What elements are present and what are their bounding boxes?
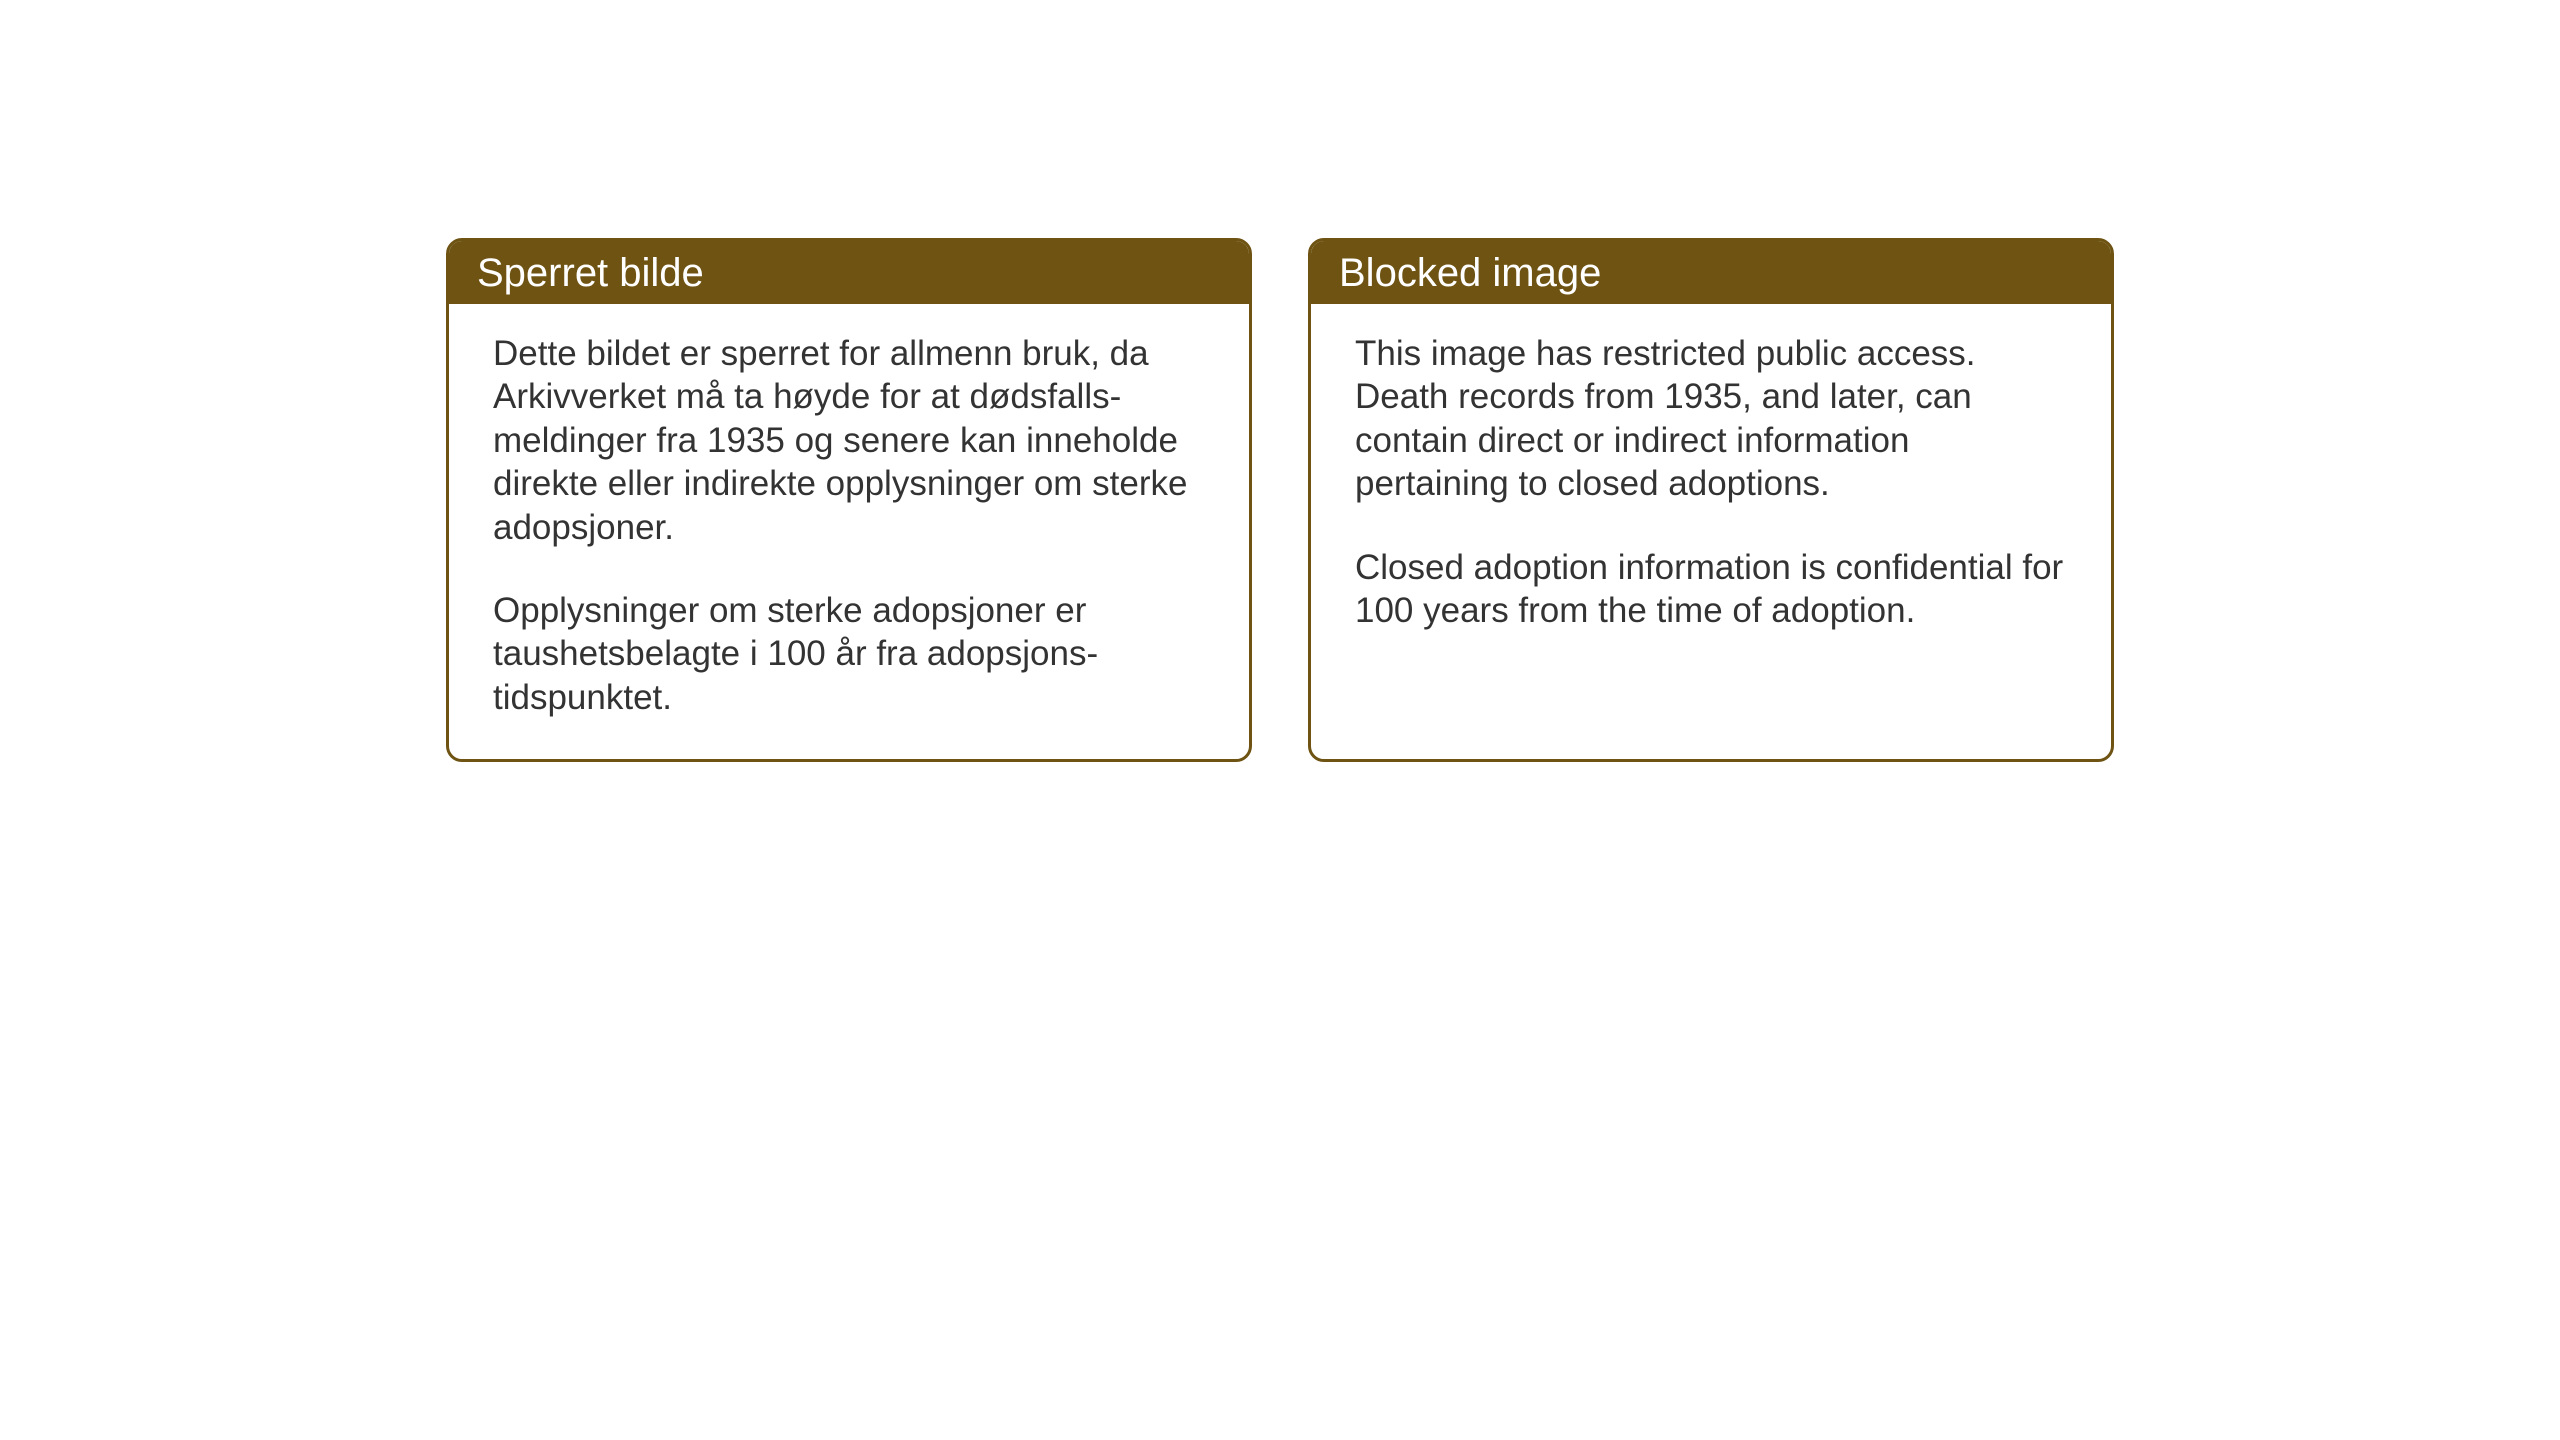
english-paragraph-2: Closed adoption information is confident… <box>1355 546 2067 633</box>
norwegian-card-title: Sperret bilde <box>477 251 1221 296</box>
english-card-title: Blocked image <box>1339 251 2083 296</box>
norwegian-notice-card: Sperret bilde Dette bildet er sperret fo… <box>446 238 1252 762</box>
notice-container: Sperret bilde Dette bildet er sperret fo… <box>446 238 2114 762</box>
norwegian-card-body: Dette bildet er sperret for allmenn bruk… <box>449 304 1249 759</box>
english-notice-card: Blocked image This image has restricted … <box>1308 238 2114 762</box>
english-card-body: This image has restricted public access.… <box>1311 304 2111 672</box>
norwegian-card-header: Sperret bilde <box>449 241 1249 304</box>
norwegian-paragraph-2: Opplysninger om sterke adopsjoner er tau… <box>493 589 1205 719</box>
english-paragraph-1: This image has restricted public access.… <box>1355 332 2067 506</box>
norwegian-paragraph-1: Dette bildet er sperret for allmenn bruk… <box>493 332 1205 549</box>
english-card-header: Blocked image <box>1311 241 2111 304</box>
